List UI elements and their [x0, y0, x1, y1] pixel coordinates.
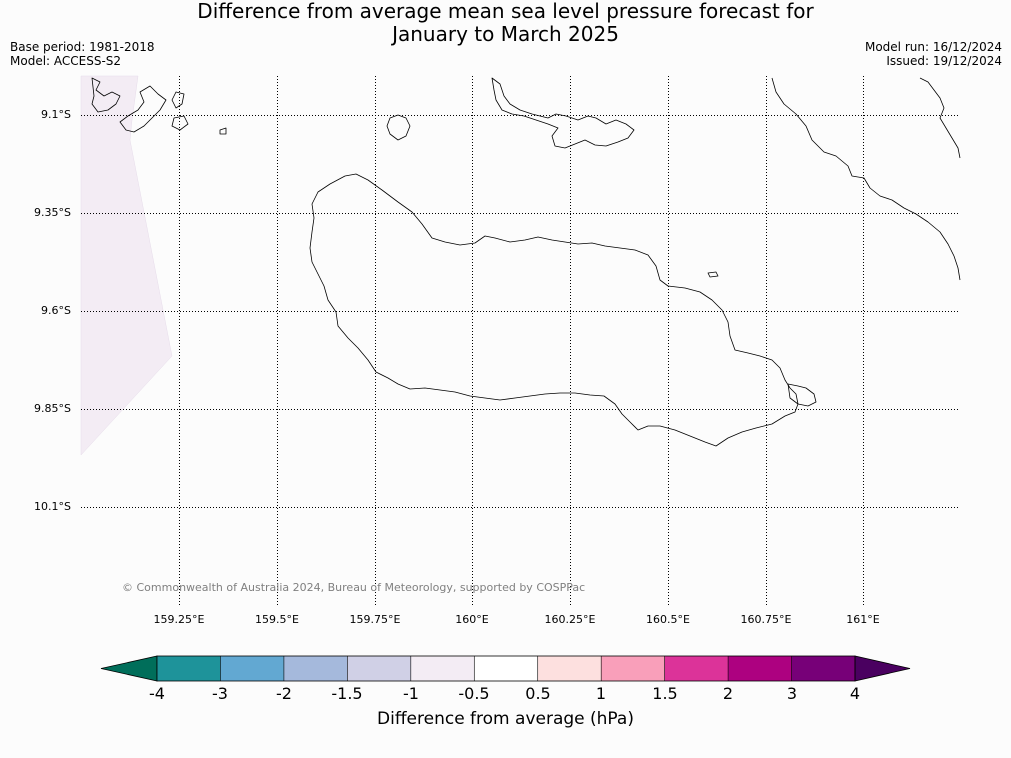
meta-left: Base period: 1981-2018 Model: ACCESS-S2 — [10, 40, 155, 68]
coastlines — [91, 77, 961, 447]
lon-label: 160°E — [455, 613, 489, 626]
colorbar-tick-label: -4 — [149, 684, 165, 703]
lat-label: 9.85°S — [34, 402, 71, 415]
colorbar-tick-label: -3 — [212, 684, 228, 703]
anomaly-shaded-region — [80, 75, 173, 456]
lon-label: 159.5°E — [255, 613, 299, 626]
issued-text: Issued: 19/12/2024 — [886, 54, 1002, 68]
colorbar-tick-label: -2 — [276, 684, 292, 703]
gridlines — [81, 76, 960, 605]
guadalcanal-coastline — [309, 173, 799, 447]
northwest-islands-coastline-3 — [171, 91, 185, 109]
marau-islets — [787, 383, 817, 407]
copyright-text: © Commonwealth of Australia 2024, Bureau… — [122, 581, 586, 594]
lon-label: 160.75°E — [740, 613, 792, 626]
lon-label: 159.25°E — [153, 613, 205, 626]
florida-islands-coastline — [491, 77, 635, 149]
model-run-text: Model run: 16/12/2024 — [864, 40, 1002, 54]
colorbar-tick-label: -1 — [403, 684, 419, 703]
colorbar-tick-label: -0.5 — [458, 684, 490, 703]
lat-label: 9.35°S — [34, 206, 71, 219]
colorbar-tick-label: 3 — [786, 684, 798, 703]
title-line-1: Difference from average mean sea level p… — [197, 0, 814, 23]
chart-title: Difference from average mean sea level p… — [0, 0, 1011, 46]
lon-label: 159.75°E — [349, 613, 401, 626]
base-period-text: Base period: 1981-2018 — [10, 40, 155, 54]
colorbar-tick-label: 4 — [849, 684, 861, 703]
lat-label: 10.1°S — [34, 500, 71, 513]
lon-label: 160.25°E — [544, 613, 596, 626]
malaita-coastline-east — [919, 77, 961, 159]
lon-label: 160.5°E — [646, 613, 690, 626]
model-text: Model: ACCESS-S2 — [10, 54, 122, 68]
colorbar-tick-label: 1 — [595, 684, 607, 703]
colorbar-title: Difference from average (hPa) — [377, 709, 634, 729]
malaita-coastline — [771, 77, 961, 281]
meta-right: Model run: 16/12/2024 Issued: 19/12/2024 — [865, 40, 1002, 68]
northwest-islands-coastline-5 — [219, 127, 227, 135]
northwest-islands-coastline-4 — [171, 115, 189, 131]
islet-coastline — [386, 114, 411, 141]
northwest-islands-coastline-2 — [119, 85, 167, 133]
colorbar-tick-label: 0.5 — [525, 684, 551, 703]
title-line-2: January to March 2025 — [392, 22, 619, 46]
small-islet-east — [707, 271, 719, 278]
northwest-islands-coastline — [91, 77, 121, 113]
colorbar-tick-label: -1.5 — [331, 684, 363, 703]
lat-label: 9.6°S — [41, 304, 71, 317]
lon-label: 161°E — [846, 613, 880, 626]
lat-label: 9.1°S — [41, 108, 71, 121]
colorbar-tick-label: 1.5 — [652, 684, 678, 703]
colorbar-tick-label: 2 — [722, 684, 734, 703]
